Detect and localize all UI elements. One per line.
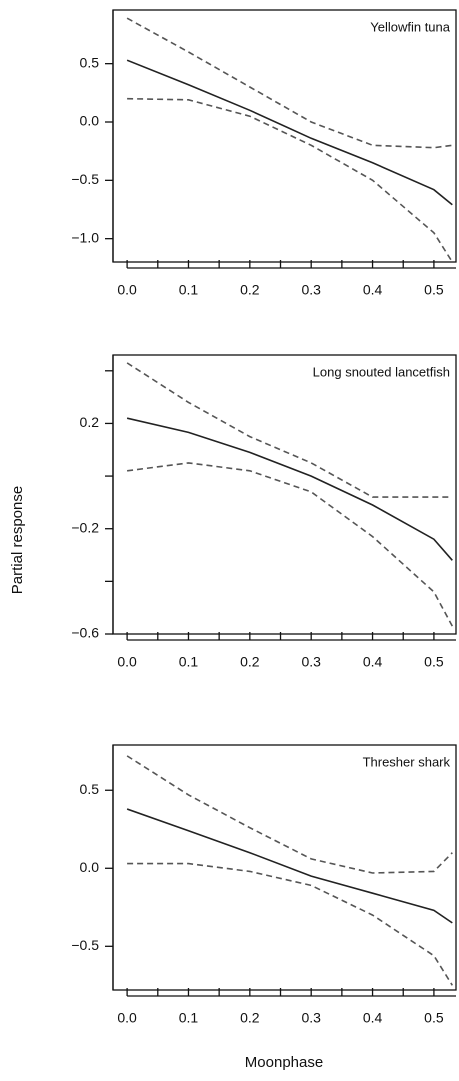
confidence-band: [126, 755, 453, 874]
fit-line: [126, 808, 453, 924]
y-tick-label: 0.5: [80, 781, 100, 797]
x-tick-label: 0.2: [240, 282, 260, 298]
x-tick-label: 0.1: [179, 654, 199, 670]
x-tick-label: 0.0: [117, 654, 137, 670]
x-tick-label: 0.5: [424, 282, 444, 298]
y-tick-label: −1.0: [71, 229, 99, 245]
y-tick-label: −0.5: [71, 937, 99, 953]
x-tick-label: 0.1: [179, 282, 199, 298]
x-tick-label: 0.0: [117, 1010, 137, 1026]
y-tick-label: −0.2: [71, 519, 99, 535]
confidence-band: [127, 97, 453, 263]
y-tick-label: 0.0: [80, 113, 100, 129]
plot-frame: [112, 744, 457, 991]
x-tick-label: 0.5: [424, 654, 444, 670]
plot-frame: [112, 9, 457, 263]
x-tick-label: 0.4: [363, 282, 383, 298]
x-tick-label: 0.4: [363, 1010, 383, 1026]
fit-line: [126, 59, 453, 206]
x-tick-label: 0.3: [301, 282, 321, 298]
x-tick-label: 0.3: [301, 1010, 321, 1026]
confidence-band: [126, 462, 454, 627]
y-tick-label: 0.2: [80, 414, 100, 430]
x-tick-label: 0.0: [117, 282, 137, 298]
x-tick-label: 0.3: [301, 654, 321, 670]
y-tick-label: 0.0: [80, 859, 100, 875]
x-tick-label: 0.2: [240, 654, 260, 670]
y-tick-label: −0.6: [71, 625, 99, 641]
x-tick-label: 0.5: [424, 1010, 444, 1026]
y-axis-label: Partial response: [9, 486, 26, 594]
x-tick-label: 0.4: [363, 654, 383, 670]
plot-frame: [112, 354, 457, 635]
x-tick-label: 0.2: [240, 1010, 260, 1026]
confidence-band: [127, 862, 453, 986]
y-tick-label: −0.5: [71, 171, 99, 187]
panel-label: Yellowfin tuna: [370, 19, 451, 34]
y-tick-label: 0.5: [80, 54, 100, 70]
confidence-band: [126, 362, 453, 498]
x-tick-label: 0.1: [179, 1010, 199, 1026]
x-axis-label: Moonphase: [245, 1054, 323, 1071]
panel-label: Long snouted lancetfish: [313, 364, 450, 379]
confidence-band: [126, 17, 453, 149]
fit-line: [126, 417, 453, 561]
panel-label: Thresher shark: [363, 754, 451, 769]
